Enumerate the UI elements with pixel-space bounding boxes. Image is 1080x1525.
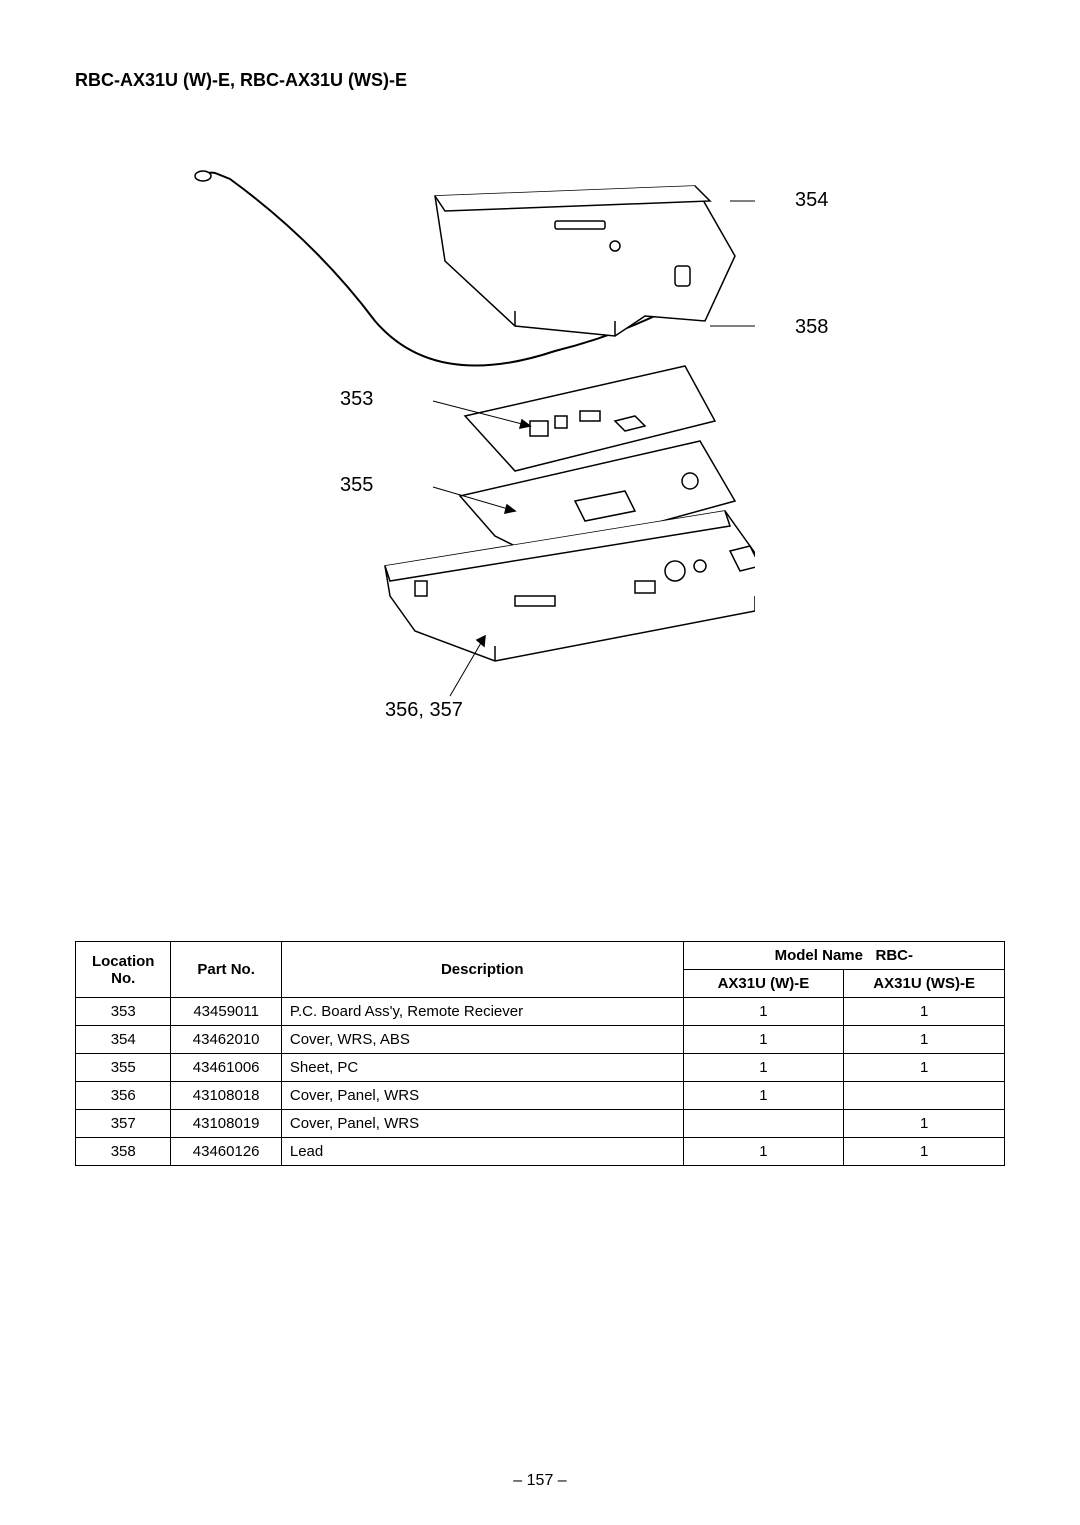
diagram-svg bbox=[135, 141, 755, 701]
header-model-name: Model Name RBC- bbox=[683, 942, 1004, 970]
cell-m2: 1 bbox=[844, 1026, 1005, 1054]
header-model1: AX31U (W)-E bbox=[683, 970, 844, 998]
cell-part: 43462010 bbox=[171, 1026, 281, 1054]
cell-m1: 1 bbox=[683, 1138, 844, 1166]
cell-m1: 1 bbox=[683, 1026, 844, 1054]
header-partno: Part No. bbox=[171, 942, 281, 998]
cell-desc: Sheet, PC bbox=[281, 1054, 683, 1082]
cell-loc: 353 bbox=[76, 998, 171, 1026]
parts-table-body: 353 43459011 P.C. Board Ass'y, Remote Re… bbox=[76, 998, 1005, 1166]
cell-m2: 1 bbox=[844, 1054, 1005, 1082]
header-description: Description bbox=[281, 942, 683, 998]
cell-desc: Cover, Panel, WRS bbox=[281, 1082, 683, 1110]
cell-loc: 354 bbox=[76, 1026, 171, 1054]
callout-353: 353 bbox=[340, 388, 373, 411]
cell-m2: 1 bbox=[844, 998, 1005, 1026]
cell-loc: 357 bbox=[76, 1110, 171, 1138]
page-number: – 157 – bbox=[513, 1472, 566, 1490]
cell-m1 bbox=[683, 1110, 844, 1138]
cell-loc: 355 bbox=[76, 1054, 171, 1082]
cell-loc: 356 bbox=[76, 1082, 171, 1110]
callout-358: 358 bbox=[795, 316, 828, 339]
table-row: 355 43461006 Sheet, PC 1 1 bbox=[76, 1054, 1005, 1082]
cell-part: 43461006 bbox=[171, 1054, 281, 1082]
cell-loc: 358 bbox=[76, 1138, 171, 1166]
cell-part: 43108018 bbox=[171, 1082, 281, 1110]
page-title: RBC-AX31U (W)-E, RBC-AX31U (WS)-E bbox=[75, 70, 1005, 91]
cell-desc: Cover, WRS, ABS bbox=[281, 1026, 683, 1054]
cell-m2: 1 bbox=[844, 1138, 1005, 1166]
exploded-diagram: 354 358 353 355 356, 357 bbox=[75, 141, 1005, 821]
cell-part: 43459011 bbox=[171, 998, 281, 1026]
cell-desc: Cover, Panel, WRS bbox=[281, 1110, 683, 1138]
cell-part: 43108019 bbox=[171, 1110, 281, 1138]
table-row: 357 43108019 Cover, Panel, WRS 1 bbox=[76, 1110, 1005, 1138]
callout-355: 355 bbox=[340, 474, 373, 497]
table-row: 356 43108018 Cover, Panel, WRS 1 bbox=[76, 1082, 1005, 1110]
cell-m2: 1 bbox=[844, 1110, 1005, 1138]
cell-m1: 1 bbox=[683, 1054, 844, 1082]
cell-m2 bbox=[844, 1082, 1005, 1110]
callout-354: 354 bbox=[795, 189, 828, 212]
cell-m1: 1 bbox=[683, 998, 844, 1026]
cell-m1: 1 bbox=[683, 1082, 844, 1110]
table-row: 358 43460126 Lead 1 1 bbox=[76, 1138, 1005, 1166]
table-row: 353 43459011 P.C. Board Ass'y, Remote Re… bbox=[76, 998, 1005, 1026]
parts-table: Location No. Part No. Description Model … bbox=[75, 941, 1005, 1166]
callout-356-357: 356, 357 bbox=[385, 699, 463, 722]
table-row: 354 43462010 Cover, WRS, ABS 1 1 bbox=[76, 1026, 1005, 1054]
header-location: Location No. bbox=[76, 942, 171, 998]
cell-part: 43460126 bbox=[171, 1138, 281, 1166]
cell-desc: Lead bbox=[281, 1138, 683, 1166]
header-model2: AX31U (WS)-E bbox=[844, 970, 1005, 998]
cell-desc: P.C. Board Ass'y, Remote Reciever bbox=[281, 998, 683, 1026]
